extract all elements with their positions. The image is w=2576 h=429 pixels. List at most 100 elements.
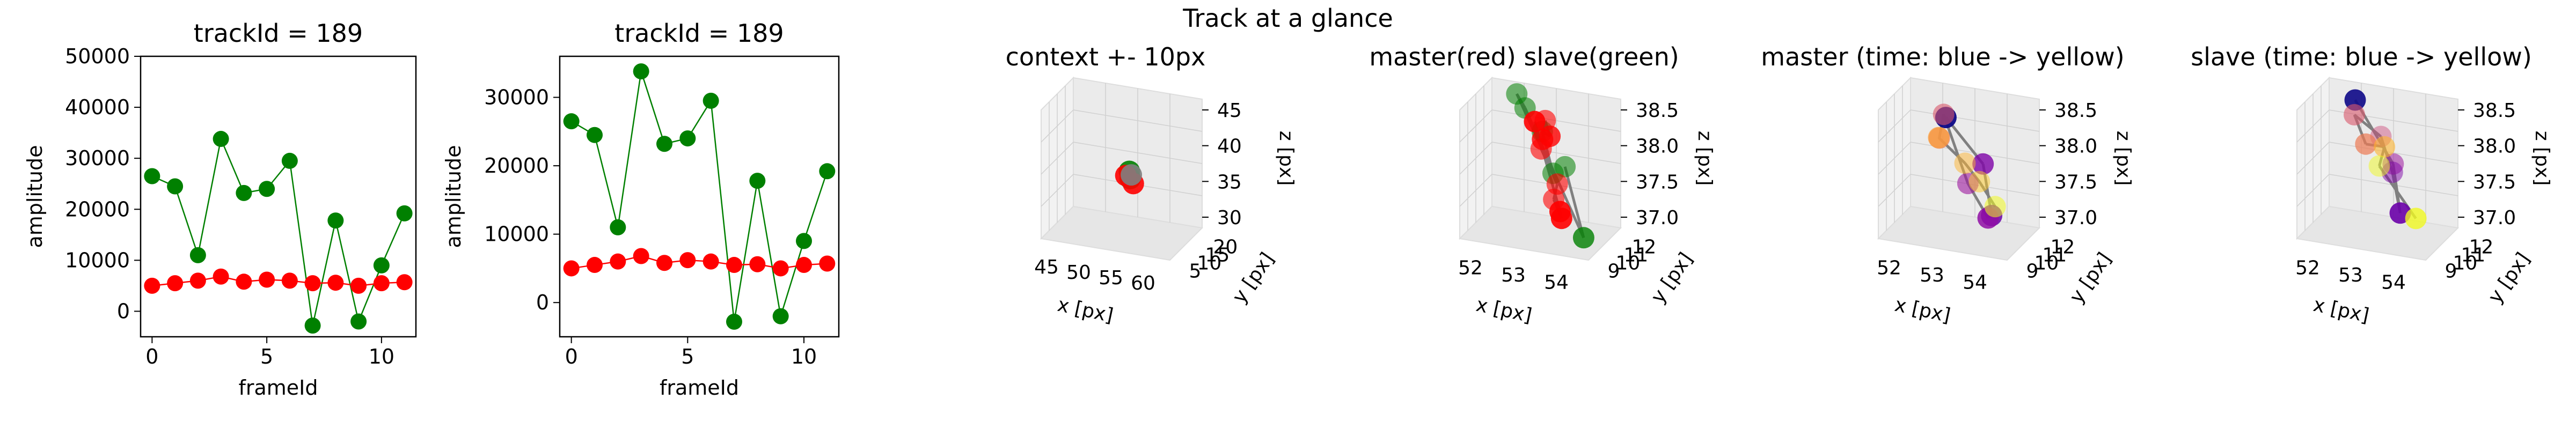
grid-line [2329,142,2458,164]
z-tick-label: 38.0 [2054,136,2097,158]
z-tick-label: 30 [1217,207,1242,229]
scatter-point [1933,103,1955,125]
chart-title: context +- 10px [1006,42,1206,71]
x-tick-label: 53 [2338,264,2363,286]
y-tick-label: 12 [2469,236,2494,258]
scatter-point [2344,104,2365,125]
z-tick-label: 45 [1217,100,1242,122]
z-tick-label: 40 [1217,136,1242,158]
line-chart-2: 0 5 10 0 10000 20000 30000 trackId = 189 frameId… [442,19,840,400]
scatter3d-chart-3: master (time: blue -> yellow) 37.0 37.5 38.… [1761,42,2134,327]
series-2-point [304,275,321,292]
chart-title: trackId = 189 [614,19,784,48]
x-axis-label: frameId [238,376,318,400]
x-tick-label: 0 [145,345,158,368]
y-tick-label: 10 [2453,253,2478,275]
track-segment [1563,166,1585,238]
series-2-point [796,257,812,273]
series-1-point [373,257,390,273]
series-2-point [772,260,789,277]
series-2-point [236,273,252,290]
grid-line [1041,174,1074,207]
y-tick-label: 11 [2461,245,2486,267]
series-2-point [350,277,367,294]
y-tick-label: 40000 [65,95,130,119]
x-tick-label: 10 [791,345,817,368]
x-tick-label: 54 [1544,271,1569,293]
x-axis-label: frameId [660,376,739,400]
series-2-point [587,257,603,273]
plot-frame [559,55,840,338]
series-2-point [213,268,229,285]
scatter3d-chart-4: slave (time: blue -> yellow) 37.0 37.5 38.0… [2191,42,2553,327]
x-tick-label: 52 [1458,257,1483,279]
y-tick-label: 20000 [65,197,130,221]
scatter-point [1928,127,1950,149]
y-tick-label: 12 [1632,236,1657,258]
series-2-point [167,275,184,292]
chart-title: master (time: blue -> yellow) [1761,42,2124,71]
y-axis-label: amplitude [442,145,465,248]
series-2-point [633,248,649,264]
y-tick-label: 0 [117,299,130,323]
y-tick-label: 0 [536,291,549,314]
z-tick-label: 38.0 [2473,136,2516,158]
series-1-point [563,113,580,130]
series-2-point [610,253,626,270]
series-1-point [213,131,229,147]
scatter-point [1549,201,1571,223]
pane-floor [1877,205,2041,261]
z-tick-label: 38.5 [2054,100,2097,122]
y-tick-label: 30000 [484,86,549,109]
y-tick-label: 10000 [65,248,130,272]
z-tick-label: 35 [1217,171,1242,193]
z-axis-label: z [px] [2112,131,2134,186]
scatter-point [1972,153,1994,175]
series-2-point [327,275,344,291]
z-axis-label: z [px] [1694,131,1716,186]
grid-line [1878,142,1911,175]
series-1-point [702,92,719,109]
series-1-point [396,205,413,221]
y-tick-label: 50000 [65,45,130,68]
scatter-point [1984,196,2006,218]
series-1-point [749,173,766,189]
z-axis-label: z [px] [1275,131,1297,186]
chart-title: master(red) slave(green) [1369,42,1679,71]
pane-floor [2295,205,2460,261]
series-2-point [373,275,390,292]
x-tick-label: 52 [2295,257,2320,279]
pane-floor [1040,205,1204,261]
scatter-point [1524,110,1546,132]
z-tick-label: 38.5 [2473,100,2516,122]
series-2-point [679,252,696,269]
scatter-point [2355,133,2377,155]
scatter-point [1530,138,1552,160]
scatter-point [2405,208,2427,230]
x-tick-label: 54 [1963,271,1987,293]
series-1-point [189,247,206,263]
scatter-point [1954,152,1976,174]
x-tick-label: 53 [1501,264,1526,286]
grid-line [2296,142,2330,175]
x-axis-label: x [px] [1893,294,1952,327]
series-line-1 [571,71,828,322]
y-tick-label: 9 [2026,261,2039,283]
y-tick-label: 20 [1213,236,1238,258]
scatter-point [1506,83,1528,105]
x-axis-label: x [px] [1056,294,1115,327]
series-line-2 [571,255,828,269]
series-1-point [679,130,696,147]
scatter3d-chart-1: context +- 10px 30 35 40 45 z [px] 45 50 55 60 x [… [1006,42,1297,327]
grid-line [1041,142,1074,175]
chart-title: trackId = 189 [194,19,363,48]
series-2-point [819,255,836,272]
figure-suptitle: Track at a glance [1182,4,1393,33]
series-2-point [702,253,719,270]
grid-line [1491,142,1621,164]
z-tick-label: 37.0 [2054,207,2097,229]
y-axis-label: amplitude [23,145,47,248]
series-2-point [726,257,742,273]
y-tick-label: 15 [1205,245,1230,267]
